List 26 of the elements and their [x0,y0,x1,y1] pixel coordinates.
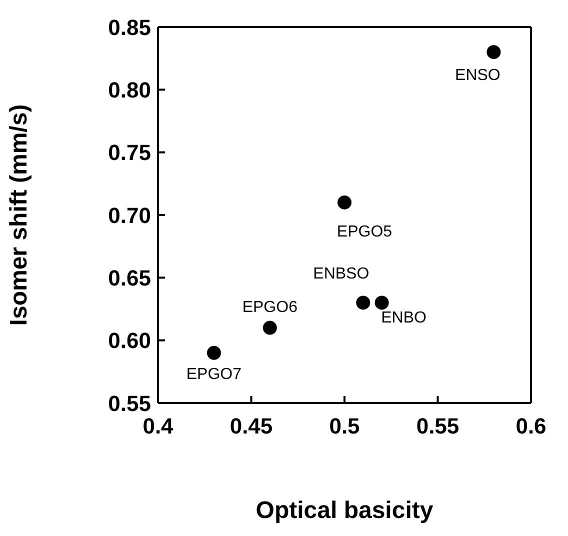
annotation: ENBO [381,310,426,327]
y-tick-label: 0.80 [108,77,151,102]
y-tick-label: 0.60 [108,328,151,354]
x-tick-label: 0.6 [516,414,546,439]
x-axis-title: Optical basicity [256,497,434,524]
point [206,346,221,360]
point [356,296,370,310]
annotation: ENBSO [313,266,370,283]
x-tick-label: 0.5 [329,414,360,439]
y-tick-label: 0.75 [108,140,151,166]
y-tick-label: 0.55 [108,390,151,416]
point [486,45,501,60]
y-axis-title: Isomer shift (mm/s) [6,104,33,326]
x-tick-label: 0.45 [230,414,273,439]
x-tick-label: 0.4 [142,414,174,439]
point [262,320,277,335]
x-tick-label: 0.55 [416,414,460,439]
y-tick-label: 0.65 [108,265,151,290]
y-tick-label: 0.70 [108,202,151,228]
y-tick-label: 0.85 [108,14,151,40]
annotation: EPGO7 [186,366,242,383]
annotation: EPGO6 [242,298,298,316]
annotation: ENSO [455,67,500,84]
point [338,195,352,210]
annotation: EPGO5 [336,223,392,240]
point [374,296,389,310]
